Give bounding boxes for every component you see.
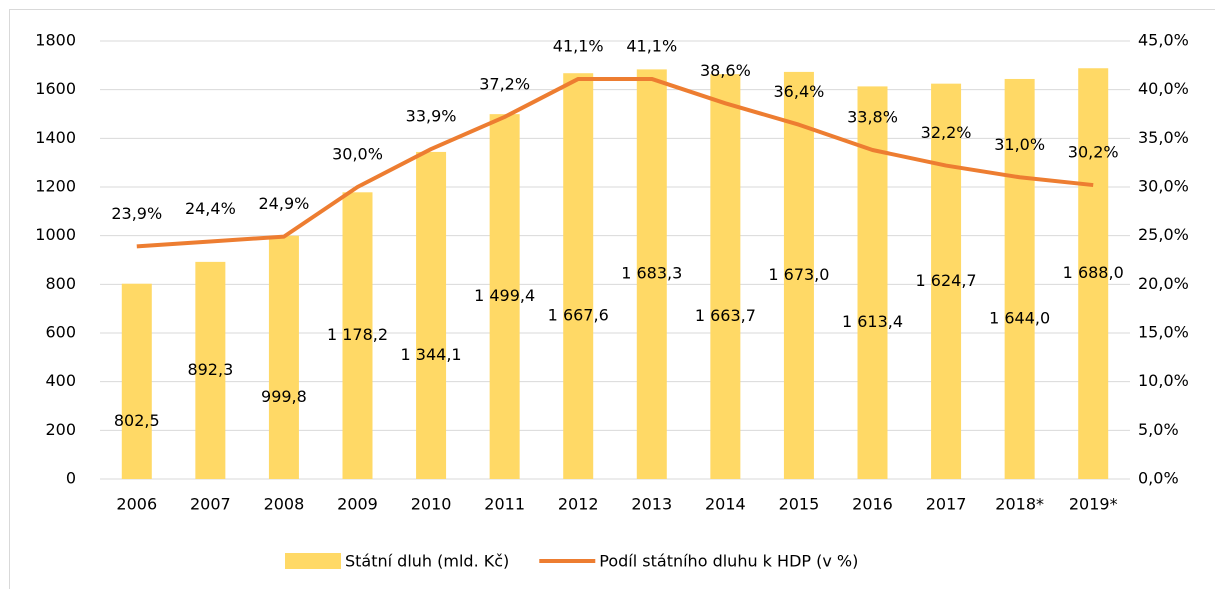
data-label: 33,8%: [847, 108, 898, 127]
bar: [416, 152, 446, 479]
data-label: 1 663,7: [695, 306, 756, 325]
data-label: 31,0%: [994, 135, 1045, 154]
data-label: 1 178,2: [327, 325, 388, 344]
y2-tick-label: 40,0%: [1138, 79, 1189, 98]
bar: [710, 74, 740, 479]
y-tick-label: 1400: [35, 128, 76, 147]
x-tick-label: 2015: [779, 495, 820, 514]
bar: [122, 284, 152, 479]
data-label: 23,9%: [111, 204, 162, 223]
x-tick-label: 2011: [484, 495, 525, 514]
legend-label: Státní dluh (mld. Kč): [345, 552, 509, 571]
bar: [269, 236, 299, 479]
data-label: 1 667,6: [548, 306, 609, 325]
data-label: 802,5: [114, 411, 160, 430]
data-label: 30,0%: [332, 145, 383, 164]
x-tick-label: 2018*: [995, 495, 1044, 514]
y2-tick-label: 25,0%: [1138, 225, 1189, 244]
x-tick-label: 2013: [631, 495, 672, 514]
y2-tick-label: 20,0%: [1138, 274, 1189, 293]
y-tick-label: 600: [45, 323, 76, 342]
data-label: 1 499,4: [474, 286, 535, 305]
x-tick-label: 2008: [264, 495, 305, 514]
legend-label: Podíl státního dluhu k HDP (v %): [599, 552, 858, 571]
data-label: 1 624,7: [916, 271, 977, 290]
legend-swatch: [285, 553, 341, 569]
data-label: 1 673,0: [768, 265, 829, 284]
x-tick-label: 2012: [558, 495, 599, 514]
y-tick-label: 400: [45, 371, 76, 390]
data-label: 41,1%: [553, 36, 604, 55]
data-label: 36,4%: [774, 82, 825, 101]
data-label: 38,6%: [700, 61, 751, 80]
y-tick-label: 800: [45, 274, 76, 293]
data-label: 892,3: [187, 360, 233, 379]
data-label: 1 613,4: [842, 312, 903, 331]
y-tick-label: 1600: [35, 79, 76, 98]
y2-tick-label: 0,0%: [1138, 469, 1179, 488]
y-tick-label: 0: [66, 469, 76, 488]
data-label: 30,2%: [1068, 143, 1119, 162]
data-label: 1 688,0: [1063, 263, 1124, 282]
data-label: 1 644,0: [989, 308, 1050, 327]
data-label: 41,1%: [626, 36, 677, 55]
data-label: 24,4%: [185, 199, 236, 218]
data-label: 999,8: [261, 387, 307, 406]
bar: [563, 73, 593, 479]
x-tick-label: 2017: [926, 495, 967, 514]
y2-tick-label: 15,0%: [1138, 323, 1189, 342]
y2-tick-label: 30,0%: [1138, 177, 1189, 196]
x-tick-label: 2010: [411, 495, 452, 514]
data-label: 24,9%: [259, 194, 310, 213]
y-tick-label: 1000: [35, 225, 76, 244]
data-label: 33,9%: [406, 107, 457, 126]
y-tick-label: 1800: [35, 31, 76, 50]
y-tick-label: 1200: [35, 177, 76, 196]
x-tick-label: 2014: [705, 495, 746, 514]
y2-tick-label: 5,0%: [1138, 420, 1179, 439]
y2-tick-label: 10,0%: [1138, 371, 1189, 390]
x-tick-label: 2016: [852, 495, 893, 514]
x-tick-label: 2019*: [1069, 495, 1118, 514]
x-tick-label: 2009: [337, 495, 378, 514]
y-tick-label: 200: [45, 420, 76, 439]
data-label: 1 344,1: [401, 345, 462, 364]
data-label: 32,2%: [921, 123, 972, 142]
y2-tick-label: 35,0%: [1138, 128, 1189, 147]
y2-tick-label: 45,0%: [1138, 31, 1189, 50]
x-tick-label: 2007: [190, 495, 231, 514]
data-label: 1 683,3: [621, 264, 682, 283]
x-tick-label: 2006: [116, 495, 157, 514]
data-label: 37,2%: [479, 74, 530, 93]
